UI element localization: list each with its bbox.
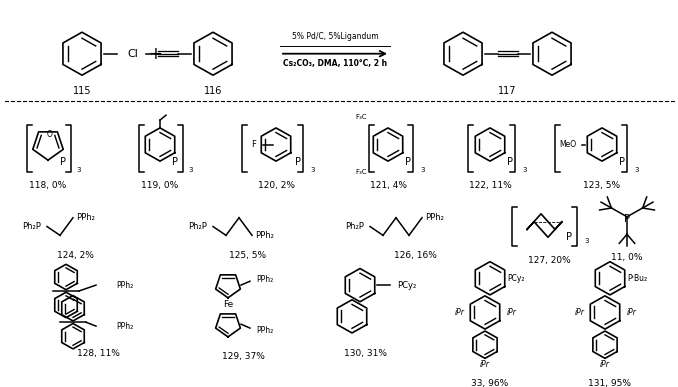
- Text: 3: 3: [311, 167, 315, 173]
- Text: Ph₂P: Ph₂P: [22, 222, 41, 231]
- Text: P: P: [60, 157, 66, 167]
- Text: 11, 0%: 11, 0%: [612, 253, 643, 262]
- Text: Ph₂P: Ph₂P: [188, 222, 207, 231]
- Text: Fe: Fe: [223, 300, 233, 309]
- Text: PPh₂: PPh₂: [425, 213, 444, 222]
- Text: 3: 3: [635, 167, 639, 173]
- Text: 123, 5%: 123, 5%: [584, 181, 620, 190]
- Text: 3: 3: [421, 167, 425, 173]
- Text: 126, 16%: 126, 16%: [393, 251, 437, 260]
- Text: PPh₂: PPh₂: [76, 213, 95, 222]
- Text: 122, 11%: 122, 11%: [468, 181, 511, 190]
- Text: 117: 117: [498, 86, 516, 96]
- Text: PPh₂: PPh₂: [116, 281, 134, 289]
- Text: 127, 20%: 127, 20%: [527, 256, 570, 265]
- Text: Cs₂CO₃, DMA, 110°C, 2 h: Cs₂CO₃, DMA, 110°C, 2 h: [283, 59, 387, 68]
- Text: +: +: [148, 45, 162, 63]
- Text: 33, 96%: 33, 96%: [471, 379, 508, 387]
- Text: MeO: MeO: [559, 140, 576, 149]
- Text: P: P: [405, 157, 411, 167]
- Text: Cl: Cl: [127, 49, 138, 59]
- Text: Ph₂P: Ph₂P: [345, 222, 364, 231]
- Text: F: F: [252, 140, 256, 149]
- Text: P: P: [295, 157, 301, 167]
- Text: F₃C: F₃C: [355, 169, 367, 175]
- Text: PPh₂: PPh₂: [256, 275, 273, 284]
- Text: PCy₂: PCy₂: [507, 274, 525, 283]
- Text: 118, 0%: 118, 0%: [29, 181, 66, 190]
- Text: iPr: iPr: [507, 308, 517, 317]
- Text: PCy₂: PCy₂: [397, 281, 416, 289]
- Text: 5% Pd/C, 5%Ligandum: 5% Pd/C, 5%Ligandum: [292, 32, 378, 41]
- Text: 129, 37%: 129, 37%: [222, 352, 264, 361]
- Text: iPr: iPr: [575, 308, 585, 317]
- Text: P: P: [619, 157, 625, 167]
- Text: PᵗBu₂: PᵗBu₂: [627, 274, 647, 283]
- Text: 3: 3: [77, 167, 81, 173]
- Text: 128, 11%: 128, 11%: [77, 349, 119, 358]
- Text: P: P: [624, 214, 630, 224]
- Text: 119, 0%: 119, 0%: [142, 181, 178, 190]
- Text: iPr: iPr: [627, 308, 637, 317]
- Text: 116: 116: [204, 86, 222, 96]
- Text: 121, 4%: 121, 4%: [370, 181, 407, 190]
- Text: O: O: [47, 130, 53, 139]
- Text: 115: 115: [73, 86, 92, 96]
- Text: 3: 3: [584, 238, 589, 244]
- Text: PPh₂: PPh₂: [255, 231, 274, 240]
- Text: 131, 95%: 131, 95%: [589, 379, 631, 387]
- Text: 3: 3: [188, 167, 193, 173]
- Text: P: P: [566, 232, 572, 242]
- Text: 124, 2%: 124, 2%: [56, 251, 94, 260]
- Text: 3: 3: [523, 167, 527, 173]
- Text: P: P: [172, 157, 178, 167]
- Text: PPh₂: PPh₂: [256, 325, 273, 334]
- Text: iPr: iPr: [600, 360, 610, 369]
- Text: PPh₂: PPh₂: [116, 322, 134, 330]
- Text: iPr: iPr: [455, 308, 465, 317]
- Text: P: P: [507, 157, 513, 167]
- Text: iPr: iPr: [480, 360, 490, 369]
- Text: 130, 31%: 130, 31%: [344, 349, 386, 358]
- Text: 120, 2%: 120, 2%: [258, 181, 294, 190]
- Text: 125, 5%: 125, 5%: [229, 251, 266, 260]
- Text: F₃C: F₃C: [355, 114, 367, 120]
